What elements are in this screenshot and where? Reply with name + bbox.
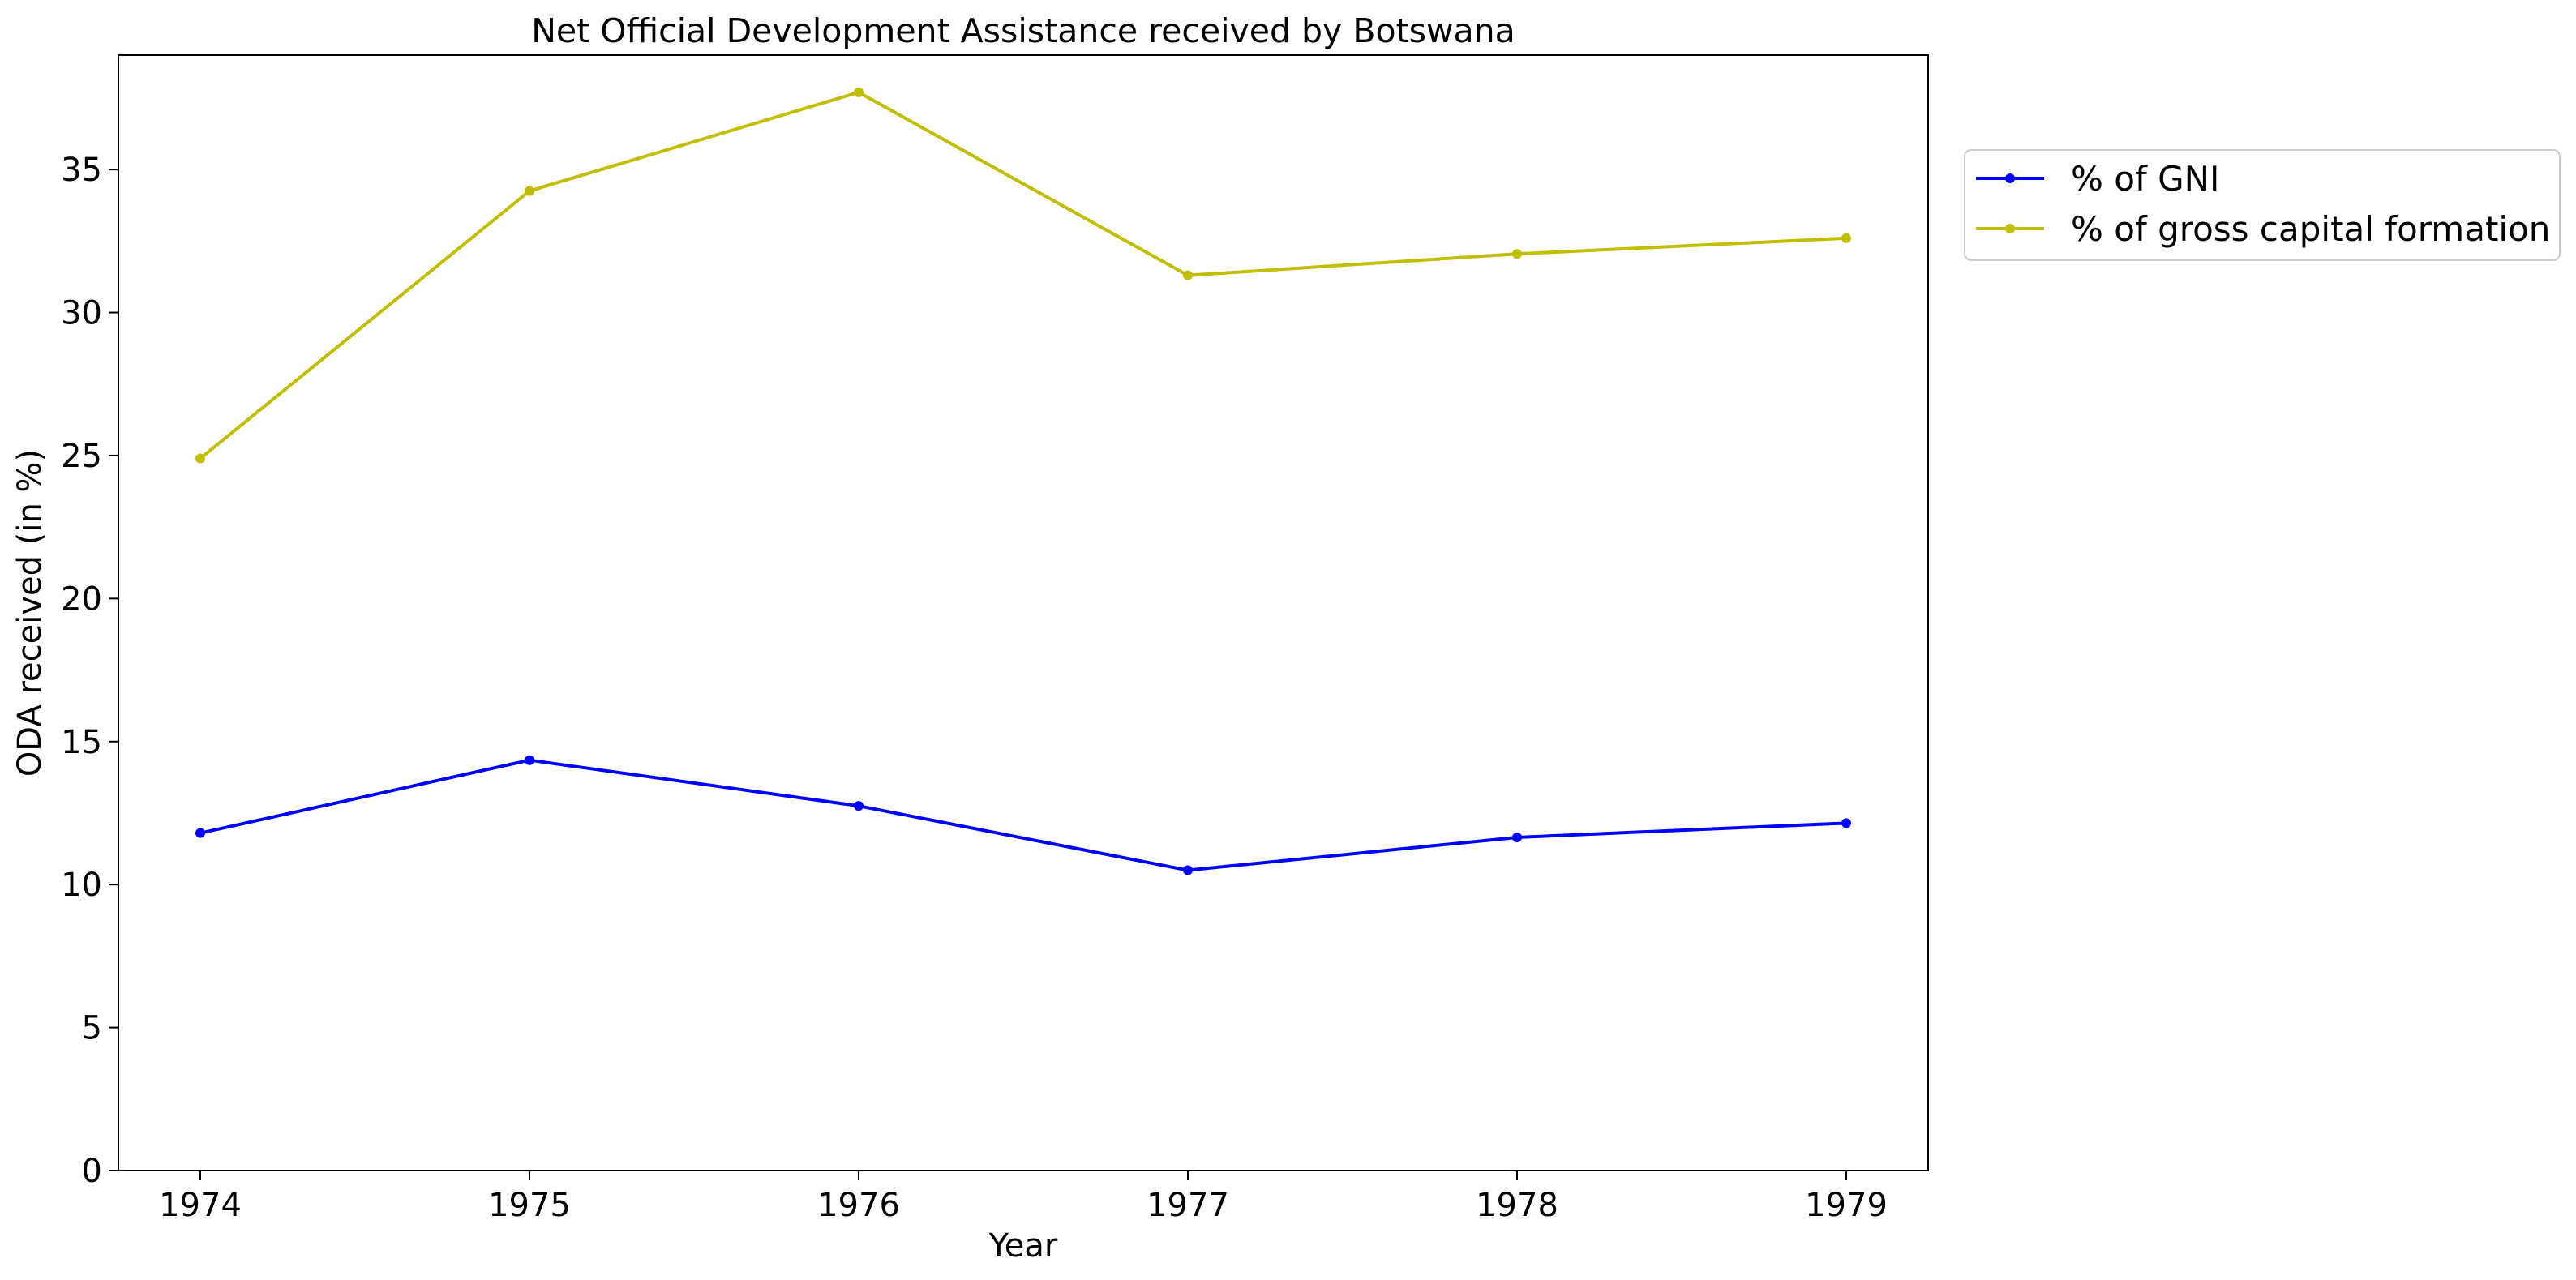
legend-box: [1964, 149, 2561, 261]
y-axis-label: ODA received (in %): [11, 449, 49, 777]
data-point: [1512, 832, 1522, 842]
y-tick-label: 15: [61, 724, 102, 761]
legend-label: % of gross capital formation: [2071, 209, 2550, 249]
series-line-1: [199, 90, 1847, 460]
x-tick-label: 1979: [1805, 1187, 1888, 1224]
data-point: [195, 828, 205, 838]
series-line-0: [199, 758, 1847, 872]
data-point: [525, 186, 534, 196]
legend-swatch-marker: [2005, 173, 2015, 183]
x-tick-label: 1977: [1147, 1187, 1229, 1224]
y-tick-label: 20: [61, 580, 102, 618]
y-tick-label: 25: [61, 438, 102, 475]
data-point: [1841, 233, 1851, 243]
x-tick-label: 1978: [1476, 1187, 1558, 1224]
x-axis-ticks: 1974 1975 1976 1977 1978 1979: [159, 1171, 1888, 1224]
data-point: [1512, 249, 1522, 259]
plot-area: 0 5 10 15 20 25 30 35 1974 1975 1976 1977 1978 1979: [61, 54, 1929, 1224]
x-axis-label: Year: [988, 1227, 1058, 1265]
chart-title: Net Official Development Assistance rece…: [531, 11, 1515, 50]
legend-swatch-marker: [2005, 224, 2015, 233]
y-tick-label: 30: [61, 295, 102, 332]
data-point: [854, 87, 864, 97]
series-layer: [195, 87, 1851, 875]
data-point: [1183, 865, 1193, 875]
legend-label: % of GNI: [2071, 159, 2219, 199]
data-point: [1183, 270, 1193, 280]
data-point: [525, 755, 534, 765]
x-tick-label: 1976: [817, 1187, 900, 1224]
data-point: [195, 453, 205, 464]
plot-frame: [118, 54, 1929, 1171]
data-point: [1841, 818, 1851, 828]
y-tick-label: 5: [82, 1010, 102, 1047]
y-axis-ticks: 0 5 10 15 20 25 30 35: [61, 152, 118, 1190]
y-tick-label: 35: [61, 152, 102, 189]
data-point: [854, 801, 864, 811]
x-tick-label: 1975: [488, 1187, 571, 1224]
y-tick-label: 10: [61, 867, 102, 904]
legend-entries: % of GNI % of gross capital formation: [1976, 159, 2550, 249]
legend: % of GNI % of gross capital formation: [1964, 149, 2561, 261]
x-tick-label: 1974: [159, 1187, 242, 1224]
y-tick-label: 0: [82, 1153, 102, 1190]
